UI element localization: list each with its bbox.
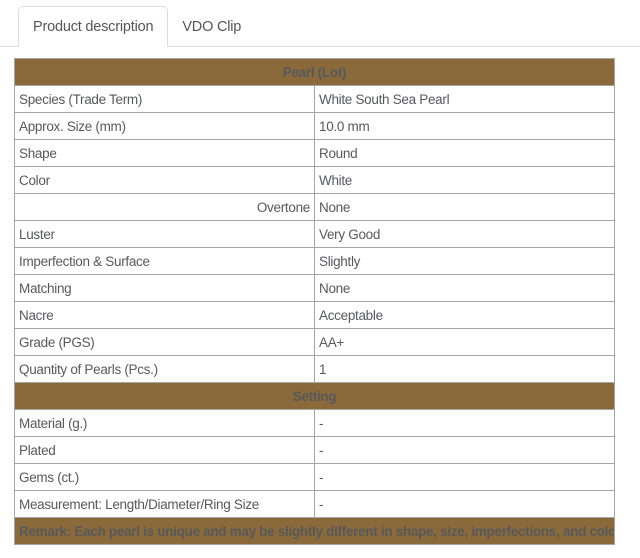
table-row: Grade (PGS) AA+ <box>14 328 615 356</box>
section-header: Setting <box>14 382 615 410</box>
row-label-cell: Measurement: Length/Diameter/Ring Size <box>14 490 315 518</box>
table-row: Imperfection & Surface Slightly <box>14 247 615 275</box>
row-label-cell: Color <box>14 166 315 194</box>
row-value-cell: White <box>314 166 615 194</box>
row-label-cell: Species (Trade Term) <box>14 85 315 113</box>
tab-vdo-clip[interactable]: VDO Clip <box>182 19 242 35</box>
row-value-cell: Very Good <box>314 220 615 248</box>
section-header-row: Pearl (Lot) <box>14 58 615 86</box>
table-row: Measurement: Length/Diameter/Ring Size - <box>14 490 615 518</box>
row-label-cell: Material (g.) <box>14 409 315 437</box>
remark-text: Remark: Each pearl is unique and may be … <box>14 517 615 545</box>
remark-row: Remark: Each pearl is unique and may be … <box>14 517 615 545</box>
row-value-cell: White South Sea Pearl <box>314 85 615 113</box>
row-value-cell: None <box>314 274 615 302</box>
row-label-cell: Overtone <box>14 193 315 221</box>
row-label-cell: Nacre <box>14 301 315 329</box>
row-label-cell: Gems (ct.) <box>14 463 315 491</box>
row-value-cell: None <box>314 193 615 221</box>
row-label-cell: Imperfection & Surface <box>14 247 315 275</box>
table-row: Matching None <box>14 274 615 302</box>
row-value-cell: - <box>314 490 615 518</box>
table-row: Material (g.) - <box>14 409 615 437</box>
section-header-row: Setting <box>14 382 615 410</box>
table-row: Gems (ct.) - <box>14 463 615 491</box>
row-label-cell: Approx. Size (mm) <box>14 112 315 140</box>
table-row: Approx. Size (mm) 10.0 mm <box>14 112 615 140</box>
table-row: Shape Round <box>14 139 615 167</box>
tab-bar: Product description VDO Clip <box>0 0 640 47</box>
product-spec-table: Pearl (Lot) Species (Trade Term) White Sou… <box>14 58 615 545</box>
row-value-cell: - <box>314 436 615 464</box>
table-row: Quantity of Pearls (Pcs.) 1 <box>14 355 615 383</box>
table-row: Color White <box>14 166 615 194</box>
section-header: Pearl (Lot) <box>14 58 615 86</box>
table-row: Plated - <box>14 436 615 464</box>
row-value-cell: - <box>314 463 615 491</box>
row-value-cell: 10.0 mm <box>314 112 615 140</box>
row-value-cell: Slightly <box>314 247 615 275</box>
row-label-cell: Shape <box>14 139 315 167</box>
row-value-cell: 1 <box>314 355 615 383</box>
row-value-cell: Acceptable <box>314 301 615 329</box>
row-label-cell: Quantity of Pearls (Pcs.) <box>14 355 315 383</box>
row-label-cell: Plated <box>14 436 315 464</box>
table-row: Luster Very Good <box>14 220 615 248</box>
tab-product-description[interactable]: Product description <box>18 6 169 47</box>
row-value-cell: - <box>314 409 615 437</box>
row-label-cell: Matching <box>14 274 315 302</box>
row-label-cell: Luster <box>14 220 315 248</box>
row-value-cell: Round <box>314 139 615 167</box>
table-row: Overtone None <box>14 193 615 221</box>
table-row: Species (Trade Term) White South Sea Pear… <box>14 85 615 113</box>
table-row: Nacre Acceptable <box>14 301 615 329</box>
row-value-cell: AA+ <box>314 328 615 356</box>
row-label-cell: Grade (PGS) <box>14 328 315 356</box>
